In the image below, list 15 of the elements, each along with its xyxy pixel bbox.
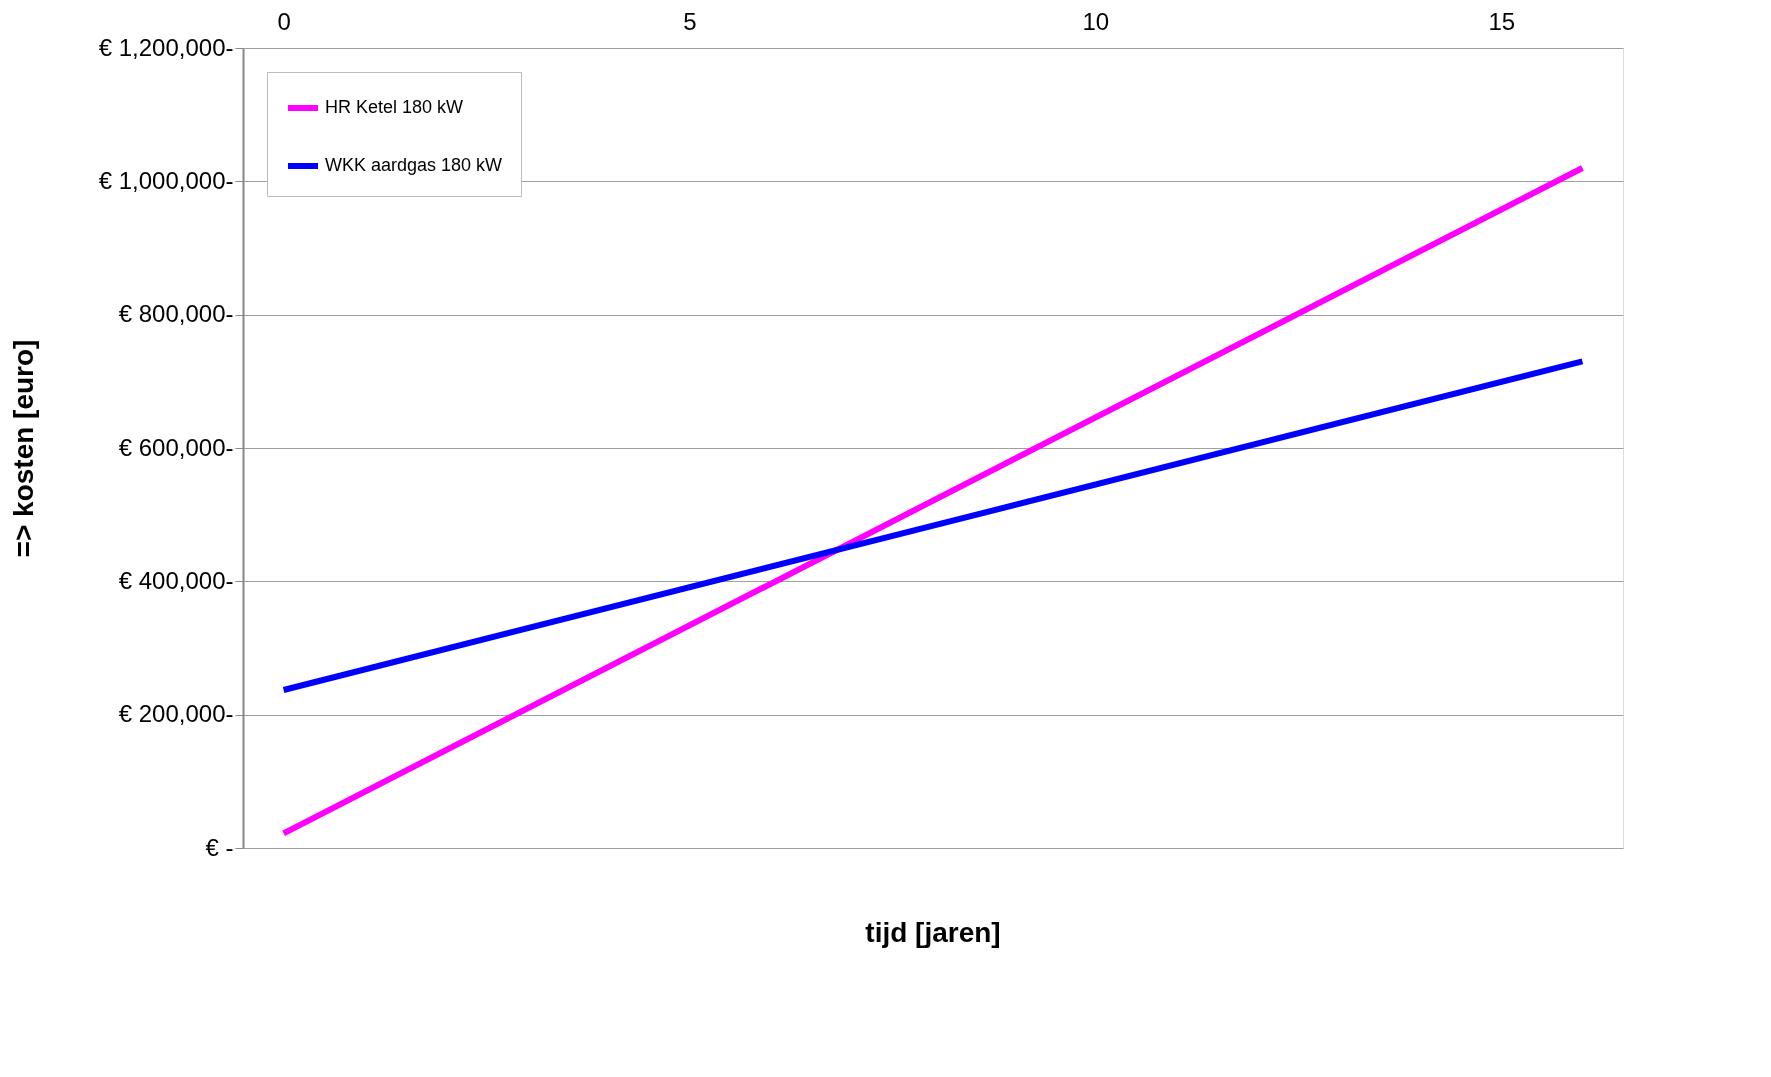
y-tick-label: € 800,000- — [118, 300, 234, 328]
y-tick-label: € 600,000- — [118, 433, 234, 461]
x-tick-label: 5 — [683, 7, 697, 35]
y-tick-label: € 200,000- — [118, 700, 234, 728]
x-axis-title: tijd [jaren] — [865, 917, 1001, 948]
legend-label: HR Ketel 180 kW — [325, 97, 464, 117]
y-axis-title: => kosten [euro] — [7, 339, 39, 558]
y-tick-label: € 1,200,000- — [98, 33, 234, 61]
y-tick-label: € 1,000,000- — [98, 166, 234, 194]
x-tick-label: 15 — [1488, 7, 1516, 35]
x-tick-label: 0 — [277, 7, 291, 35]
y-tick-label: € 400,000- — [118, 566, 234, 594]
x-tick-label: 10 — [1082, 7, 1110, 35]
y-tick-label: € - — [205, 833, 234, 861]
legend-label: WKK aardgas 180 kW — [325, 155, 503, 175]
